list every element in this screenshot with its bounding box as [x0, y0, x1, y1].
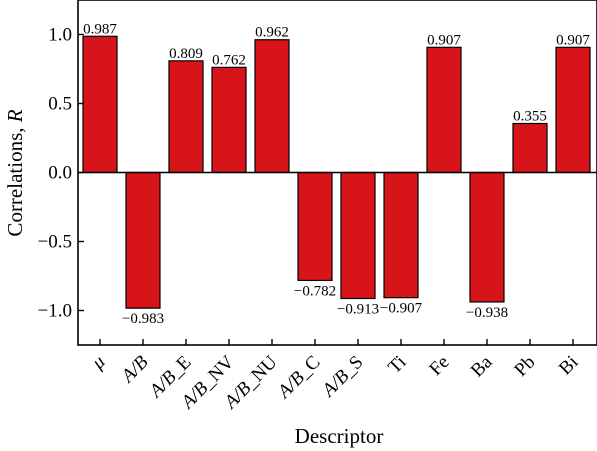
bar — [469, 171, 505, 303]
data-label: 0.809 — [169, 46, 203, 62]
y-tick-label: 0.0 — [48, 163, 72, 184]
x-tick-label: A/B — [116, 351, 153, 388]
bar — [254, 39, 290, 174]
data-label: 0.987 — [83, 21, 117, 37]
x-axis-ticks: μ A/BA/B_EA/B_NVA/B_NUA/B_CA/B_S Ti Fe Ba Pb B… — [87, 339, 583, 414]
y-tick-label: 0.5 — [48, 94, 72, 115]
bar — [211, 66, 247, 174]
bar — [125, 171, 161, 309]
x-tick-label: A/B_C — [272, 352, 324, 404]
data-label: −0.938 — [466, 305, 508, 321]
data-label: 0.762 — [212, 52, 246, 68]
data-label: 0.907 — [427, 32, 461, 48]
y-axis-title: Correlations, R — [3, 109, 27, 236]
x-tick-label: Ba — [467, 351, 497, 381]
bar — [168, 60, 204, 174]
data-label: −0.782 — [294, 283, 336, 299]
data-label: 0.962 — [255, 25, 289, 41]
bar — [426, 46, 462, 174]
x-tick-label: Bi — [555, 352, 583, 380]
x-tick-label: μ — [87, 352, 109, 374]
y-tick-label: −0.5 — [38, 232, 72, 253]
data-label: −0.913 — [337, 301, 379, 317]
bar — [82, 35, 118, 174]
y-axis-ticks: 1.0 0.5 0.0 −0.5 −1.0 — [38, 25, 84, 322]
bar — [297, 171, 333, 282]
y-tick-label: −1.0 — [38, 301, 72, 322]
x-tick-label: Pb — [510, 352, 539, 381]
data-label: −0.907 — [380, 301, 423, 317]
y-axis-title-text: Correlations, — [3, 122, 27, 236]
bar — [555, 46, 591, 174]
data-label: 0.907 — [556, 32, 590, 48]
bar — [383, 171, 419, 299]
x-tick-label: Ti — [384, 352, 410, 378]
data-label: −0.983 — [122, 311, 164, 327]
data-label: 0.355 — [513, 109, 547, 125]
bars-group — [82, 35, 591, 309]
y-axis-title-variable: R — [3, 109, 27, 123]
y-tick-label: 1.0 — [48, 25, 72, 46]
bar — [512, 122, 548, 174]
x-tick-label: Fe — [425, 352, 453, 380]
bar — [340, 171, 376, 300]
x-axis-title: Descriptor — [295, 424, 384, 448]
x-tick-label: A/B_S — [317, 352, 368, 403]
